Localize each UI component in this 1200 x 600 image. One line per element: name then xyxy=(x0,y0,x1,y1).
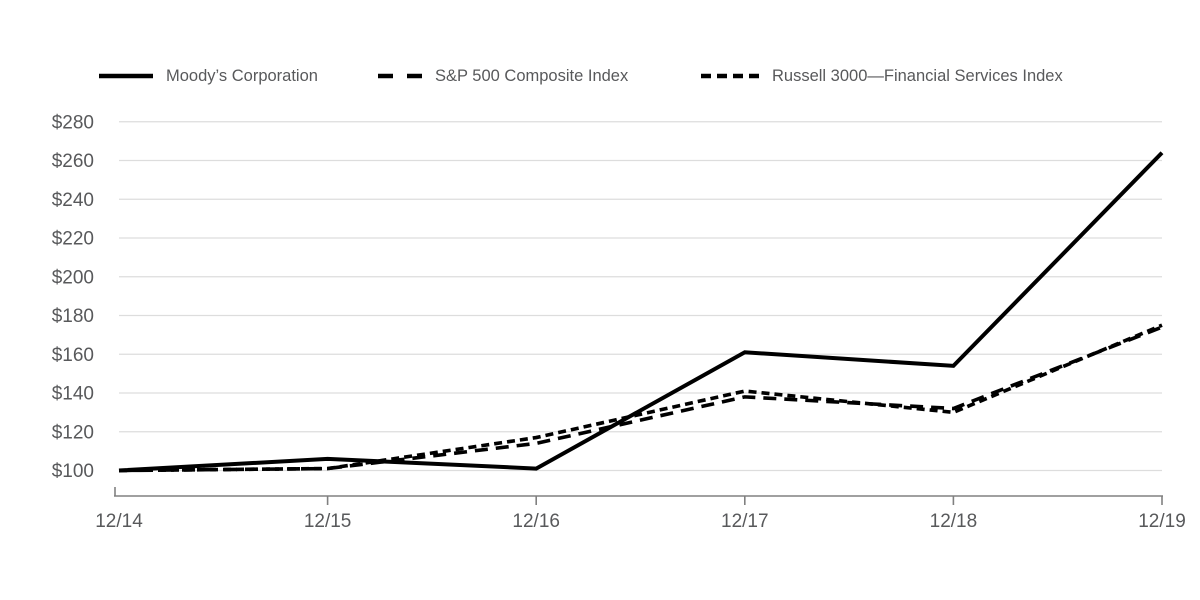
legend-item-sp500: S&P 500 Composite Index xyxy=(377,60,628,92)
x-tick-label: 12/18 xyxy=(930,511,978,532)
y-tick-label: $120 xyxy=(52,422,94,443)
x-axis xyxy=(114,487,1163,505)
y-tick-label: $220 xyxy=(52,229,94,250)
legend-label-sp500: S&P 500 Composite Index xyxy=(435,66,629,85)
legend-item-moodys: Moody’s Corporation xyxy=(98,60,318,92)
chart-legend: Moody’s Corporation S&P 500 Composite In… xyxy=(0,60,1200,92)
short-dash-line-swatch-icon xyxy=(701,73,759,79)
x-tick-label: 12/15 xyxy=(304,511,352,532)
solid-line-swatch-icon xyxy=(99,73,153,79)
y-tick-label: $200 xyxy=(52,267,94,288)
gridlines xyxy=(119,121,1162,472)
y-tick-label: $260 xyxy=(52,151,94,172)
x-tick-label: 12/16 xyxy=(512,511,560,532)
series-line-moodys xyxy=(118,151,1164,473)
series-lines xyxy=(118,151,1164,473)
series-line-sp500 xyxy=(118,325,1163,473)
x-tick-label: 12/19 xyxy=(1138,511,1186,532)
long-dash-line-swatch-icon xyxy=(378,73,422,79)
series-line-russell xyxy=(118,323,1163,473)
y-tick-label: $140 xyxy=(52,384,94,405)
y-tick-label: $160 xyxy=(52,345,94,366)
y-axis-labels: $100 $120 $140 $160 $180 $200 $220 $240 $260 $280 xyxy=(52,112,94,482)
y-tick-label: $240 xyxy=(52,190,94,211)
x-tick-label: 12/14 xyxy=(95,511,143,532)
legend-label-russell: Russell 3000—Financial Services Index xyxy=(772,66,1063,85)
legend-label-moodys: Moody’s Corporation xyxy=(166,66,318,85)
y-tick-label: $180 xyxy=(52,306,94,327)
y-tick-label: $100 xyxy=(52,461,94,482)
x-axis-labels: 12/14 12/15 12/16 12/17 12/18 12/19 xyxy=(95,511,1186,532)
legend-item-russell: Russell 3000—Financial Services Index xyxy=(700,60,1063,92)
y-tick-label: $280 xyxy=(52,112,94,133)
x-tick-label: 12/17 xyxy=(721,511,769,532)
